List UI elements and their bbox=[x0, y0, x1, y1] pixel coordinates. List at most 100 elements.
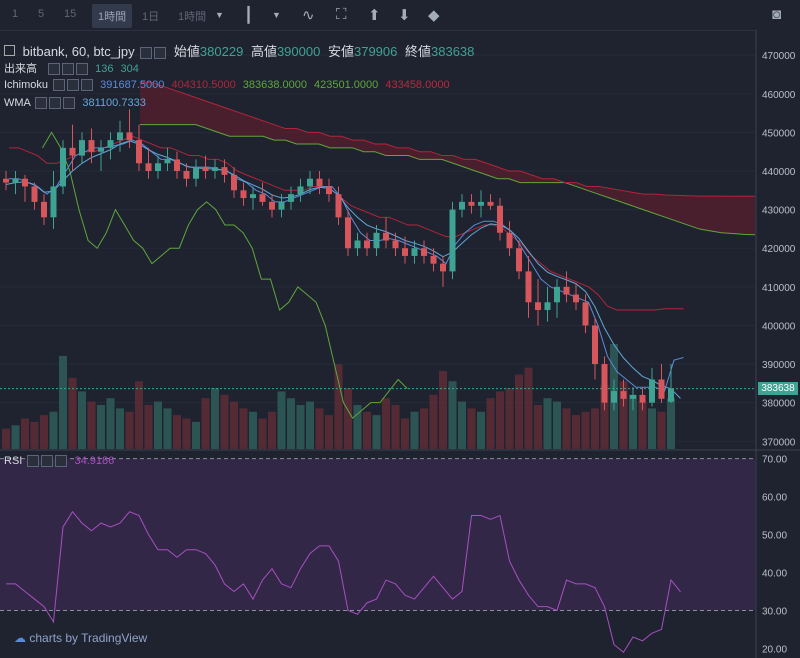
download-icon[interactable]: ⬇ bbox=[398, 7, 411, 24]
candle-body bbox=[278, 201, 285, 210]
volume-bar bbox=[239, 408, 248, 449]
chevron-down-icon[interactable]: ▼ bbox=[272, 10, 281, 20]
eye-icon[interactable] bbox=[48, 63, 61, 76]
rsi-tick-label: 20.00 bbox=[762, 644, 787, 655]
candle-body bbox=[240, 190, 247, 199]
volume-bar bbox=[116, 408, 124, 449]
last-price-tag: 383638 bbox=[758, 382, 798, 395]
candle-body bbox=[316, 178, 323, 187]
candle-body bbox=[440, 263, 446, 272]
open-value: 380229 bbox=[199, 44, 244, 59]
volume-bar bbox=[420, 408, 428, 449]
volume-bar bbox=[458, 401, 466, 449]
volume-bar bbox=[401, 418, 409, 449]
chevron-down-icon[interactable]: ▼ bbox=[215, 10, 224, 20]
fullscreen-icon[interactable]: ⛶ bbox=[336, 6, 347, 23]
legend-main: bitbank, 60, btc_jpy 始値380229 高値390000 安… bbox=[4, 41, 474, 60]
eraser-icon[interactable]: ◆ bbox=[428, 7, 440, 24]
price-tick-label: 450000 bbox=[762, 128, 796, 139]
senkou-a-line bbox=[140, 124, 756, 236]
price-tick-label: 410000 bbox=[762, 283, 796, 294]
close-icon[interactable] bbox=[63, 97, 76, 110]
candle-body bbox=[98, 147, 104, 152]
eye-icon[interactable] bbox=[35, 97, 48, 110]
candles bbox=[3, 109, 674, 411]
interval-1h[interactable]: 1時間 bbox=[92, 4, 133, 28]
interval-1[interactable]: 1 bbox=[12, 8, 19, 20]
candle-body bbox=[563, 286, 570, 295]
volume-bar bbox=[477, 411, 485, 449]
volume-bar bbox=[391, 404, 400, 449]
candle-body bbox=[193, 167, 199, 179]
volume-bar bbox=[353, 404, 362, 449]
volume-bar bbox=[448, 381, 457, 449]
settings-icon[interactable] bbox=[62, 63, 75, 76]
volume-bar bbox=[648, 408, 656, 449]
settings-icon[interactable] bbox=[154, 46, 167, 59]
symbol-label: bitbank, 60, btc_jpy bbox=[22, 44, 135, 59]
rsi-tick-label: 70.00 bbox=[762, 455, 787, 466]
interval-5[interactable]: 5 bbox=[38, 8, 45, 20]
eye-icon[interactable] bbox=[27, 455, 40, 468]
ichimoku-label: Ichimoku bbox=[4, 79, 49, 91]
interval-1d[interactable]: 1日 bbox=[142, 11, 160, 23]
indicators-icon[interactable]: ∿ bbox=[302, 7, 315, 24]
settings-icon[interactable] bbox=[67, 79, 80, 92]
candlestick-icon[interactable]: ┃ bbox=[244, 7, 254, 24]
volume-bar bbox=[429, 394, 438, 449]
candle-body bbox=[126, 132, 133, 141]
price-tick-label: 400000 bbox=[762, 321, 796, 332]
close-value: 383638 bbox=[431, 44, 475, 59]
volume-bar bbox=[543, 398, 552, 449]
camera-icon[interactable]: ◙ bbox=[772, 6, 782, 23]
volume-bar bbox=[135, 381, 143, 449]
volume-bar bbox=[467, 408, 476, 449]
close-icon[interactable] bbox=[81, 79, 94, 92]
volume-bar bbox=[334, 364, 343, 449]
volume-bar bbox=[30, 421, 39, 449]
eye-icon[interactable] bbox=[140, 46, 153, 59]
price-tick-label: 390000 bbox=[762, 360, 796, 371]
interval-15[interactable]: 15 bbox=[64, 8, 77, 20]
volume-bar bbox=[125, 411, 134, 449]
candle-body bbox=[630, 394, 636, 399]
candle-body bbox=[250, 194, 256, 199]
volume-bar bbox=[638, 401, 647, 449]
candle-body bbox=[639, 394, 646, 403]
volume-value-b: 304 bbox=[120, 63, 139, 75]
volume-bar bbox=[629, 394, 637, 449]
volume-bar bbox=[268, 411, 276, 449]
volume-bar bbox=[68, 377, 77, 449]
close-icon[interactable] bbox=[76, 63, 89, 76]
eye-icon[interactable] bbox=[53, 79, 66, 92]
interval-dropdown[interactable]: 1時間 bbox=[178, 11, 207, 23]
rsi-tick-label: 30.00 bbox=[762, 606, 787, 617]
candle-body bbox=[516, 248, 522, 272]
rsi-tick-label: 40.00 bbox=[762, 568, 787, 579]
tradingview-cloud-icon: ☁ bbox=[14, 631, 26, 645]
price-tick-label: 420000 bbox=[762, 244, 796, 255]
volume-bar bbox=[11, 425, 20, 449]
close-icon[interactable] bbox=[55, 455, 68, 468]
branding-text: charts by TradingView bbox=[29, 631, 148, 645]
candle-body bbox=[297, 186, 304, 195]
toolbar: 1 5 15 1時間 1日 1時間 ▼ ┃ ▼ ∿ ⛶ ⬆ ⬇ ◆ ◙ bbox=[0, 0, 800, 31]
candle-body bbox=[269, 201, 275, 210]
candle-body bbox=[31, 186, 38, 202]
candle-body bbox=[364, 240, 370, 249]
volume-bar bbox=[515, 374, 523, 449]
wma-label: WMA bbox=[4, 97, 31, 109]
upload-icon[interactable]: ⬆ bbox=[368, 7, 381, 24]
candle-body bbox=[421, 248, 427, 256]
tradingview-branding[interactable]: ☁ charts by TradingView bbox=[14, 631, 147, 645]
candle-body bbox=[506, 232, 513, 249]
legend-ichimoku: Ichimoku 391687.5000 404310.5000 383638.… bbox=[4, 79, 450, 92]
settings-icon[interactable] bbox=[41, 455, 54, 468]
candle-body bbox=[402, 248, 408, 256]
volume-bar bbox=[505, 388, 514, 449]
settings-icon[interactable] bbox=[49, 97, 62, 110]
collapse-icon[interactable] bbox=[4, 45, 15, 56]
volume-bar bbox=[296, 404, 305, 449]
volume-bar bbox=[173, 415, 181, 449]
volume-bar bbox=[667, 398, 675, 449]
